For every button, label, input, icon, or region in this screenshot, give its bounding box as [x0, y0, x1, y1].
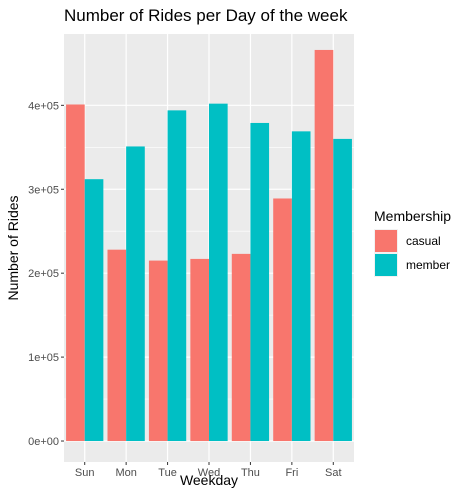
x-axis-title: Weekday	[180, 472, 238, 488]
bar-member-sun	[84, 179, 104, 442]
bar-member-wed	[209, 103, 228, 442]
bar-member-mon	[126, 146, 145, 442]
legend-swatch-member	[375, 254, 397, 276]
bar-member-fri	[291, 131, 311, 442]
y-tick-label: 2e+05	[28, 268, 59, 280]
bar-casual-thu	[231, 253, 251, 442]
x-tick-label-mon: Mon	[115, 467, 136, 479]
y-tick-label: 0e+00	[28, 436, 59, 448]
bar-casual-wed	[190, 258, 209, 442]
x-axis-ticks: Sun Mon Tue Wed Thu Fri Sat	[75, 462, 342, 479]
bar-casual-tue	[148, 260, 168, 442]
legend-title: Membership	[374, 208, 451, 224]
bar-member-thu	[250, 122, 270, 442]
y-tick-label: 1e+05	[28, 352, 59, 364]
y-tick-label: 3e+05	[28, 184, 59, 196]
legend-swatch-casual	[375, 230, 397, 252]
y-axis-ticks: 0e+00 1e+05 2e+05 3e+05 4e+05	[28, 100, 64, 448]
legend-label-member: member	[406, 258, 450, 272]
bar-casual-mon	[107, 249, 127, 442]
chart-title: Number of Rides per Day of the week	[64, 6, 348, 25]
legend: Membership casual member	[374, 208, 451, 277]
x-tick-label-sat: Sat	[325, 467, 342, 479]
bar-casual-sun	[66, 104, 85, 442]
bar-casual-sat	[314, 49, 334, 442]
y-tick-label: 4e+05	[28, 100, 59, 112]
bar-member-sat	[333, 138, 352, 442]
bar-member-tue	[167, 110, 187, 442]
x-tick-label-fri: Fri	[285, 467, 298, 479]
x-tick-label-tue: Tue	[158, 467, 177, 479]
x-tick-label-sun: Sun	[75, 467, 95, 479]
y-axis-title: Number of Rides	[5, 195, 21, 300]
x-tick-label-thu: Thu	[241, 467, 260, 479]
bars	[66, 49, 352, 442]
x-tick-label-wed: Wed	[198, 467, 220, 479]
legend-label-casual: casual	[406, 234, 441, 248]
bar-casual-fri	[273, 198, 292, 442]
